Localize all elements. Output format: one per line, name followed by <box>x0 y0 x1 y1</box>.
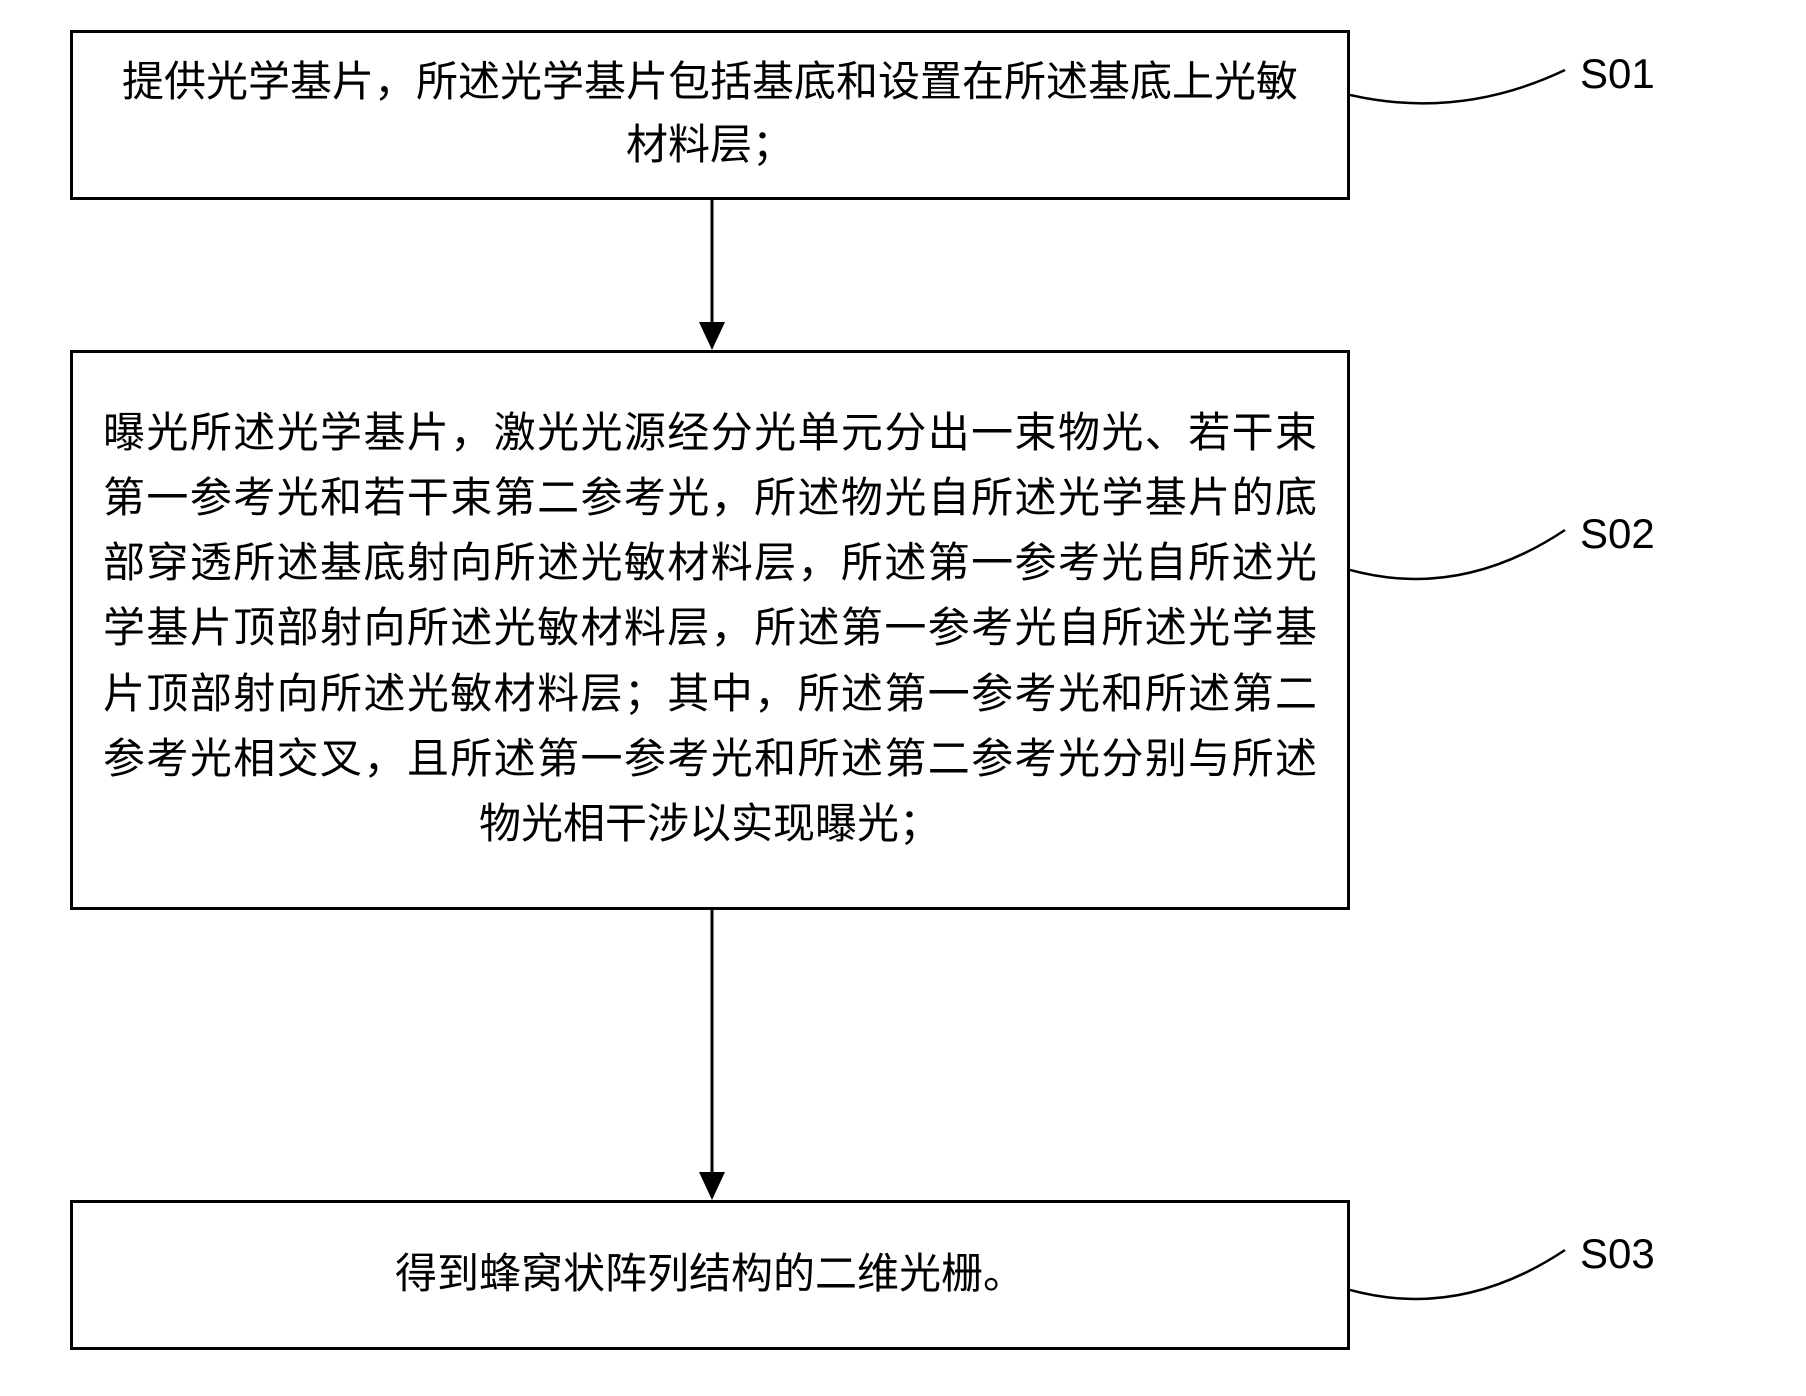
flow-box-s03-text: 得到蜂窝状阵列结构的二维光栅。 <box>395 1244 1025 1307</box>
flow-box-s01: 提供光学基片，所述光学基片包括基底和设置在所述基底上光敏材料层； <box>70 30 1350 200</box>
curve-connector-s01 <box>1350 50 1570 130</box>
flow-box-s02: 曝光所述光学基片，激光光源经分光单元分出一束物光、若干束第一参考光和若干束第二参… <box>70 350 1350 910</box>
arrow-s01-to-s02 <box>697 200 727 350</box>
step-label-s01: S01 <box>1580 50 1655 98</box>
arrow-s02-to-s03 <box>697 910 727 1200</box>
flow-box-s01-text: 提供光学基片，所述光学基片包括基底和设置在所述基底上光敏材料层； <box>103 52 1317 178</box>
curve-connector-s02 <box>1350 510 1570 610</box>
flow-box-s03: 得到蜂窝状阵列结构的二维光栅。 <box>70 1200 1350 1350</box>
step-label-s02: S02 <box>1580 510 1655 558</box>
curve-connector-s03 <box>1350 1230 1570 1330</box>
step-label-s03: S03 <box>1580 1230 1655 1278</box>
flow-box-s02-text: 曝光所述光学基片，激光光源经分光单元分出一束物光、若干束第一参考光和若干束第二参… <box>103 402 1317 858</box>
flowchart-container: 提供光学基片，所述光学基片包括基底和设置在所述基底上光敏材料层； S01 曝光所… <box>0 0 1806 1396</box>
